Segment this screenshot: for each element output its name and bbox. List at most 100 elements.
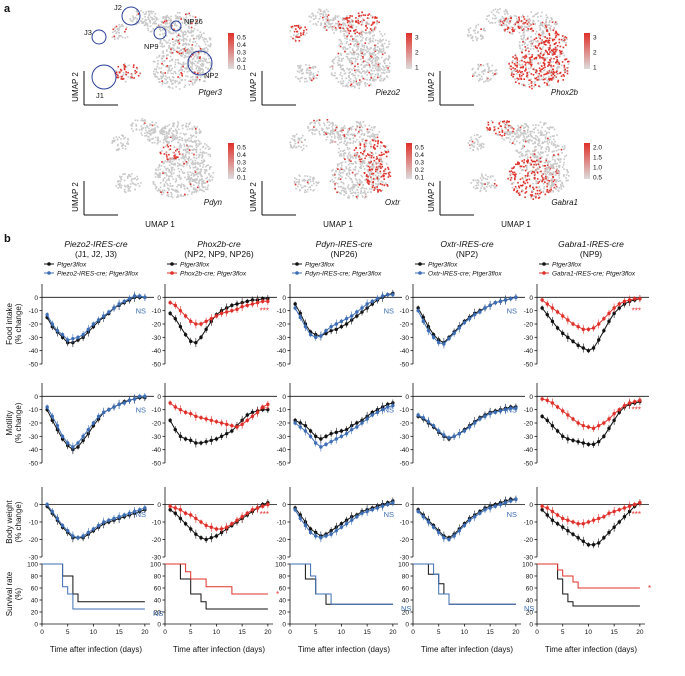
umap-cell [375, 152, 377, 154]
umap-cell [148, 130, 151, 132]
umap-cell [197, 156, 200, 159]
umap-cell [170, 25, 173, 27]
umap-cell [175, 39, 177, 41]
umap-cell [374, 133, 377, 136]
umap-cell [532, 137, 535, 139]
umap-cell [539, 34, 542, 37]
umap-cell [340, 71, 342, 74]
umap-cell [190, 76, 192, 79]
umap-cell [510, 68, 512, 71]
umap-cell [563, 75, 565, 77]
umap-cell [537, 158, 540, 160]
umap-cell [169, 55, 172, 58]
umap-cell [365, 64, 368, 66]
umap-cell [168, 19, 170, 21]
umap-cell [153, 141, 156, 144]
umap-cell [168, 164, 171, 167]
umap-cell [378, 47, 381, 50]
umap-cell [543, 64, 546, 67]
umap-cell [295, 25, 298, 27]
umap-cell [351, 61, 353, 63]
umap-cell [529, 162, 531, 164]
umap-cell [140, 125, 143, 127]
umap-cell [190, 145, 192, 148]
umap-cell [297, 138, 300, 141]
umap-cell [364, 83, 366, 85]
umap-cell [319, 124, 321, 126]
umap-cell [545, 122, 547, 125]
umap-cell [555, 150, 558, 152]
umap-cell [379, 38, 382, 41]
umap-cell [194, 126, 196, 129]
umap-cell [356, 46, 359, 49]
umap-cell [332, 60, 334, 63]
umap-cell [168, 47, 170, 49]
umap-cell [383, 33, 386, 35]
umap-cell [313, 75, 315, 77]
umap-cell [152, 131, 154, 134]
umap-cell [542, 134, 544, 136]
umap-cell [514, 28, 517, 30]
umap-cell [355, 40, 357, 42]
umap-cell [198, 57, 201, 59]
umap-cell [507, 19, 509, 21]
umap-cell [314, 129, 316, 132]
umap-cell [334, 17, 337, 20]
umap-cell [361, 50, 364, 53]
umap-cell [522, 73, 525, 75]
umap-cell [532, 128, 535, 131]
umap-cell [331, 29, 334, 31]
umap-cell [383, 61, 386, 64]
umap-cell [323, 26, 325, 29]
umap-cell [197, 57, 199, 59]
umap-cell [345, 16, 348, 19]
umap-cell [162, 21, 165, 24]
umap-cell [185, 38, 187, 41]
umap-cell [522, 66, 524, 69]
umap-cell [516, 130, 518, 132]
umap-cell [196, 70, 199, 72]
umap-cell [350, 83, 353, 85]
umap-cell [479, 77, 481, 80]
umap-cell [154, 172, 157, 174]
umap-cell [499, 8, 501, 10]
umap-cell [358, 158, 361, 161]
umap-cell [301, 76, 303, 79]
umap-cell [368, 156, 371, 159]
umap-cell [305, 77, 307, 80]
umap-cell [364, 145, 366, 148]
umap-cell [172, 47, 175, 50]
umap-cell [548, 131, 550, 134]
umap-cell [136, 68, 139, 70]
umap-cell [196, 162, 199, 165]
umap-cell [164, 40, 167, 42]
umap-cell [547, 39, 550, 42]
umap-cell [524, 64, 527, 66]
umap-cell [354, 141, 357, 143]
umap-cell [558, 38, 561, 41]
umap-cell [185, 178, 188, 181]
umap-cell [358, 129, 361, 132]
umap-cell [548, 141, 551, 144]
umap-cell [182, 48, 184, 50]
umap-cell [357, 186, 359, 188]
umap-cell [563, 148, 565, 151]
umap-cell [309, 78, 312, 80]
umap-cell [359, 160, 362, 163]
umap-cell [561, 145, 564, 148]
umap-cell [553, 51, 556, 54]
umap-cell [482, 29, 485, 31]
umap-cell [359, 143, 362, 145]
umap-cell [309, 74, 311, 76]
umap-cell [510, 182, 513, 185]
umap-cell [531, 87, 533, 90]
umap-cell [529, 58, 532, 61]
umap-cell [356, 35, 359, 38]
umap-cell [298, 137, 301, 140]
umap-cell [357, 63, 359, 65]
umap-cell [299, 184, 302, 186]
umap-cell [192, 178, 195, 181]
umap-cell [376, 59, 378, 62]
umap-cell [340, 54, 342, 56]
